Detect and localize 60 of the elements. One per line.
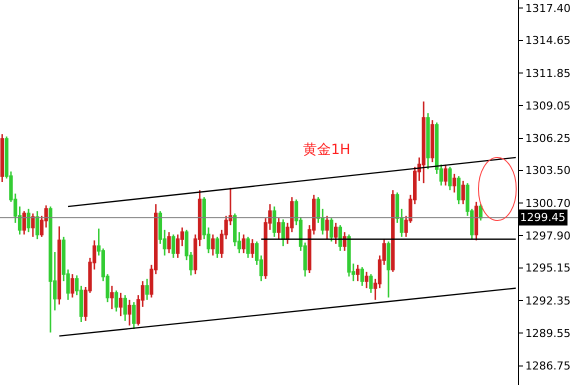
candlestick	[461, 180, 465, 205]
candlestick	[172, 234, 176, 259]
y-tick-label: 1303.50	[525, 164, 571, 178]
candlestick	[128, 299, 132, 326]
y-tick-label: 1286.75	[525, 360, 571, 373]
ref-line-label: 1299.45	[520, 211, 566, 224]
candlestick	[123, 294, 127, 322]
candlestick	[31, 212, 35, 238]
y-tick-label: 1311.85	[525, 66, 571, 80]
candlestick	[242, 234, 246, 254]
y-tick-label: 1309.05	[525, 99, 571, 112]
annotation: 黄金1H	[303, 142, 350, 158]
candlestick	[272, 206, 276, 238]
candlestick	[391, 189, 395, 273]
y-tick-label: 1317.40	[525, 2, 571, 16]
y-tick-label: 1314.65	[525, 34, 571, 48]
y-tick-label: 1300.70	[525, 196, 571, 210]
candlestick	[211, 234, 215, 256]
candlestick	[369, 273, 373, 294]
y-tick-label: 1297.90	[525, 230, 571, 243]
candlestick	[474, 201, 478, 242]
y-tick-label: 1306.25	[525, 132, 571, 146]
candlestick	[215, 236, 220, 259]
candlestick	[338, 224, 342, 252]
candlestick	[430, 119, 434, 163]
candlestick	[132, 301, 136, 330]
candlestick	[386, 240, 390, 298]
candlestick	[145, 278, 149, 301]
candlestick	[452, 173, 456, 194]
candlestick	[360, 266, 364, 287]
candlestick	[356, 264, 360, 282]
candlestick	[22, 210, 26, 236]
candlestick	[250, 238, 254, 259]
candlestick	[110, 285, 114, 310]
candlestick	[456, 175, 461, 205]
candlestick	[246, 236, 250, 259]
candlestick	[70, 273, 74, 298]
candlestick	[167, 231, 171, 254]
candlestick	[276, 217, 281, 240]
candlestick	[35, 210, 40, 240]
candlestick	[426, 112, 430, 170]
candlestick	[444, 164, 448, 186]
y-tick-label: 1295.15	[525, 262, 571, 275]
candlestick	[347, 234, 351, 278]
candlestick	[325, 215, 329, 240]
candlestick	[48, 206, 52, 334]
candlestick	[114, 290, 118, 312]
candlestick	[118, 292, 123, 317]
candlestick	[281, 218, 285, 247]
y-tick-label: 1289.55	[525, 326, 571, 340]
candlestick	[334, 222, 338, 245]
candlestick	[57, 226, 62, 306]
y-tick-label: 1292.35	[525, 294, 571, 308]
candlestick	[342, 231, 346, 252]
candlestick	[422, 100, 426, 184]
candlestick	[330, 217, 334, 242]
candlestick	[364, 271, 368, 289]
candlestick	[0, 133, 4, 183]
candlestick	[26, 208, 30, 233]
candlestick	[448, 166, 452, 191]
